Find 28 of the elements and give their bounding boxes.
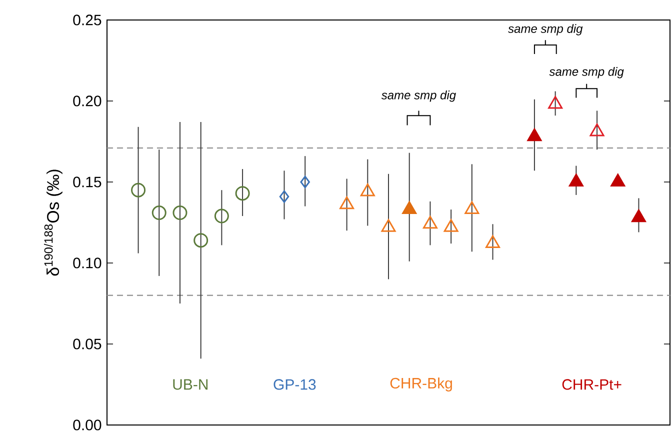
annotation: same smp dig bbox=[508, 24, 583, 36]
text: CHR-Bkg bbox=[390, 378, 452, 392]
annotation: same smp dig bbox=[549, 67, 624, 78]
text: GP-13 bbox=[274, 379, 316, 390]
point bbox=[548, 96, 563, 109]
point bbox=[631, 209, 646, 222]
y-tick-label: 0.15 bbox=[73, 176, 102, 188]
y-tick-label: 0.00 bbox=[73, 420, 102, 430]
point bbox=[568, 174, 584, 186]
y-axis-title: δ$^{190/188}$Os (‰) bbox=[44, 170, 62, 276]
point bbox=[360, 183, 375, 196]
point bbox=[402, 201, 417, 214]
point bbox=[610, 174, 626, 186]
point bbox=[381, 219, 396, 232]
point bbox=[486, 235, 500, 248]
point bbox=[464, 201, 480, 214]
y-tick-label: 0.25 bbox=[73, 14, 102, 26]
y-tick-label: 0.20 bbox=[73, 96, 102, 106]
y-tick-label: 0.05 bbox=[73, 338, 102, 350]
point bbox=[422, 216, 438, 229]
point bbox=[340, 196, 354, 210]
text: CHR-Pt+ bbox=[562, 379, 622, 390]
annotation: same smp dig bbox=[381, 90, 456, 102]
text: UB-N bbox=[173, 379, 208, 390]
point bbox=[444, 219, 458, 232]
point bbox=[590, 124, 604, 136]
y-tick-label: 0.10 bbox=[73, 258, 102, 268]
point bbox=[527, 128, 542, 142]
